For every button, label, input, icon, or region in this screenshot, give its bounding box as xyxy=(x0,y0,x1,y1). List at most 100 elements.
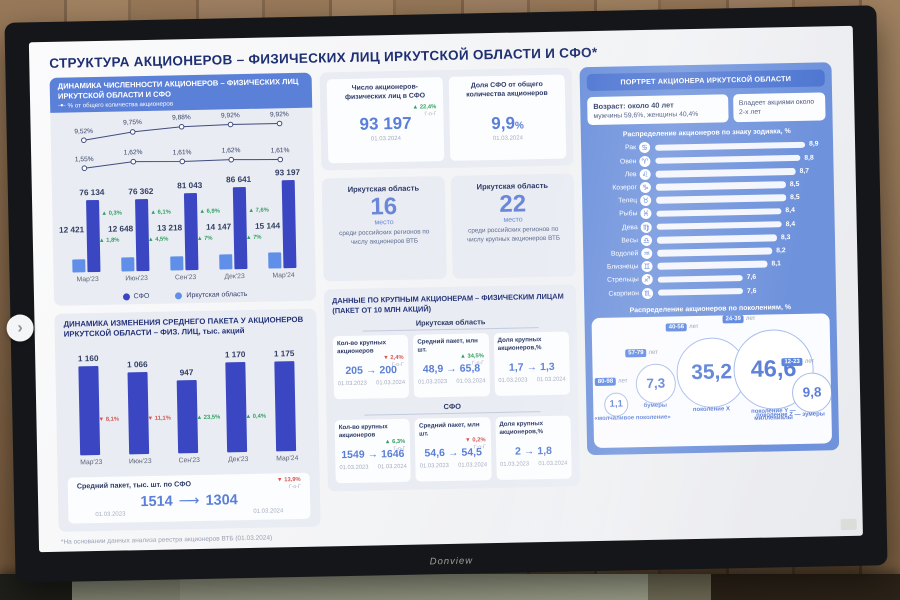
delta-badge: ▼ 11,1% xyxy=(147,415,171,422)
value-change: 2 → 1,8 xyxy=(514,445,553,458)
section-header: Иркутская область xyxy=(362,316,539,332)
avg-package-bar xyxy=(225,362,248,453)
legend-item-irkutsk: Иркутская область xyxy=(175,291,247,300)
line-point-label: 9,92% xyxy=(269,111,289,119)
date-to: 01.03.2024 xyxy=(536,376,566,384)
metric-cards-row: Кол-во крупных акционеров ▼ 2,4% Г-о-Г 205 →… xyxy=(332,331,571,400)
sfo-count-card: Число акционеров-физических лиц в СФО ▲ … xyxy=(326,77,445,164)
age-card: Возраст: около 40 лет мужчины 59,6%, жен… xyxy=(587,94,729,126)
zodiac-9-icon: ♒ xyxy=(641,247,653,260)
date-range: 01.03.2023 01.03.2024 xyxy=(339,464,406,471)
line-point-label: 9,88% xyxy=(171,114,191,122)
section-header: СФО xyxy=(364,400,541,416)
percent-sign: % xyxy=(514,120,525,132)
date-to: 01.03.2024 xyxy=(538,460,568,468)
zodiac-bar xyxy=(656,207,782,217)
zodiac-value: 8,3 xyxy=(780,233,791,242)
zodiac-bar xyxy=(655,141,806,151)
irkutsk-delta-badge: ▲ 1,8% xyxy=(98,237,120,244)
zodiac-label: Весы xyxy=(621,236,639,245)
rank-number: 22 xyxy=(499,190,527,218)
date-range: 01.03.2023 01.03.2024 xyxy=(338,380,405,387)
zodiac-10-icon: ♊ xyxy=(641,260,653,273)
value-to: 1304 xyxy=(205,492,238,510)
date-to: 01.03.2024 xyxy=(456,378,486,386)
gender-split: мужчины 59,6%, женщины 40,4% xyxy=(593,110,699,121)
avg-package-panel: ДИНАМИКА ИЗМЕНЕНИЯ СРЕДНЕГО ПАКЕТА У АКЦ… xyxy=(54,308,321,532)
delta-period: Г-о-Г xyxy=(288,483,301,491)
zodiac-label: Козерог xyxy=(612,184,637,192)
zodiac-label: Дева xyxy=(621,223,638,232)
card-title: Кол-во крупных акционеров xyxy=(338,423,388,440)
value-change: 1,7 → 1,3 xyxy=(508,361,555,375)
rank-card: Иркутская область 16 место среди российских… xyxy=(321,176,447,282)
card-title: Доля СФО от общего количества акционеров xyxy=(466,81,548,99)
avg-package-bar xyxy=(274,361,297,452)
zodiac-value: 7,6 xyxy=(746,274,757,282)
date-from: 01.03.2023 xyxy=(500,461,530,469)
line-point-label: 9,92% xyxy=(220,112,240,120)
zodiac-value: 8,8 xyxy=(804,154,814,162)
metric-card: Доля крупных акционеров,% 1,7 → 1,3 01.03.20… xyxy=(493,331,571,397)
large-holders-sections: Иркутская область Кол-во крупных акционер… xyxy=(332,316,572,484)
zodiac-bar xyxy=(657,287,744,296)
card-title: Средний пакет, млн шт. xyxy=(417,337,478,354)
date-from: 01.03.2023 xyxy=(419,463,449,470)
line-point-label: 1,61% xyxy=(172,148,192,157)
tv-screen: СТРУКТУРА АКЦИОНЕРОВ – ФИЗИЧЕСКИХ ЛИЦ ИР… xyxy=(28,25,863,553)
metric-card: Доля крупных акционеров,% 2 → 1,8 01.03.2023… xyxy=(495,415,572,481)
generation-age-chip: 24-39 лет xyxy=(722,314,755,324)
delta-badge: ▼ 13,9% Г-о-Г xyxy=(277,477,301,491)
delta-period: Г-о-Г xyxy=(473,444,486,451)
card-title: Средний пакет, млн шт. xyxy=(418,421,480,438)
sfo-stats-panel: Число акционеров-физических лиц в СФО ▲ … xyxy=(319,67,574,171)
date-range: 01.03.2023 01.03.2024 xyxy=(418,378,485,385)
zodiac-bar xyxy=(655,168,796,178)
generation-age-chip: 57-79 лет xyxy=(625,348,658,358)
zodiac-1-icon: ♋ xyxy=(638,142,651,154)
rank-cards-row: Иркутская область 16 место среди российских… xyxy=(321,173,576,282)
zodiac-label: Водолей xyxy=(610,250,639,258)
shareholders-chart: 9,52% 9,75% 9,88% 9,92% 9,92% 1,55% 1,62% 1,61%… xyxy=(58,110,307,291)
zodiac-5-icon: ♉ xyxy=(640,195,652,207)
large-holders-panel: ДАННЫЕ ПО КРУПНЫМ АКЦИОНЕРАМ – ФИЗИЧЕСКИ… xyxy=(323,284,580,492)
metric-card: Кол-во крупных акционеров ▼ 2,4% Г-о-Г 205 →… xyxy=(332,335,410,400)
zodiac-value: 8,4 xyxy=(785,220,796,228)
metric-cards-row: Кол-во крупных акционеров ▲ 6,3% Г-о-Г 1549… xyxy=(334,415,572,484)
zodiac-value: 8,9 xyxy=(809,140,819,149)
line-point-label: 1,62% xyxy=(123,149,143,157)
zodiac-8-icon: ♎ xyxy=(640,234,653,246)
bar-label: 1 175 xyxy=(273,349,295,359)
zodiac-value: 8,1 xyxy=(771,260,781,268)
irkutsk-legend-dot xyxy=(175,292,183,300)
avg-package-bar xyxy=(127,372,150,455)
card-title: Число акционеров-физических лиц в СФО xyxy=(344,83,426,102)
slide-nav-button[interactable]: › xyxy=(6,314,34,342)
arrow-right-icon: → xyxy=(523,445,535,458)
as-of-date: 01.03.2024 xyxy=(370,135,401,143)
card-title: Средний пакет, тыс. шт. по СФО xyxy=(76,479,192,491)
bar-label: 947 xyxy=(179,368,194,378)
zodiac-label: Лев xyxy=(624,170,637,179)
x-axis-label: Июн'23 xyxy=(128,457,152,466)
tv-brand-label: Donview xyxy=(429,555,474,568)
generation-age-chip: 40-56 лет xyxy=(665,322,699,332)
value-from: 1514 xyxy=(140,493,173,511)
dashboard-grid: ДИНАМИКА ЧИСЛЕННОСТИ АКЦИОНЕРОВ – ФИЗИЧЕ… xyxy=(49,62,843,532)
zodiac-label: Овен xyxy=(619,157,637,166)
arrow-right-icon: → xyxy=(526,361,538,374)
delta-period: Г-о-Г xyxy=(472,360,485,367)
generation-age-chip: 80-98 лет xyxy=(594,377,628,386)
x-axis-label: Дек'23 xyxy=(228,455,249,464)
zodiac-value: 8,5 xyxy=(789,180,800,189)
sfo-bar xyxy=(86,199,101,272)
date-from: 01.03.2023 xyxy=(339,464,369,472)
legend-item-sfo: СФО xyxy=(122,293,149,301)
line-marker-icon: –●– xyxy=(58,102,65,109)
irkutsk-bar xyxy=(268,252,282,269)
rank-card: Иркутская область 22 место среди российских… xyxy=(450,173,576,279)
ownership-card: Владеет акциями около 2-х лет xyxy=(732,92,826,123)
zodiac-2-icon: ♈ xyxy=(639,155,651,167)
zodiac-4-icon: ♑ xyxy=(639,181,652,194)
big-number: 9,9% xyxy=(491,113,525,133)
